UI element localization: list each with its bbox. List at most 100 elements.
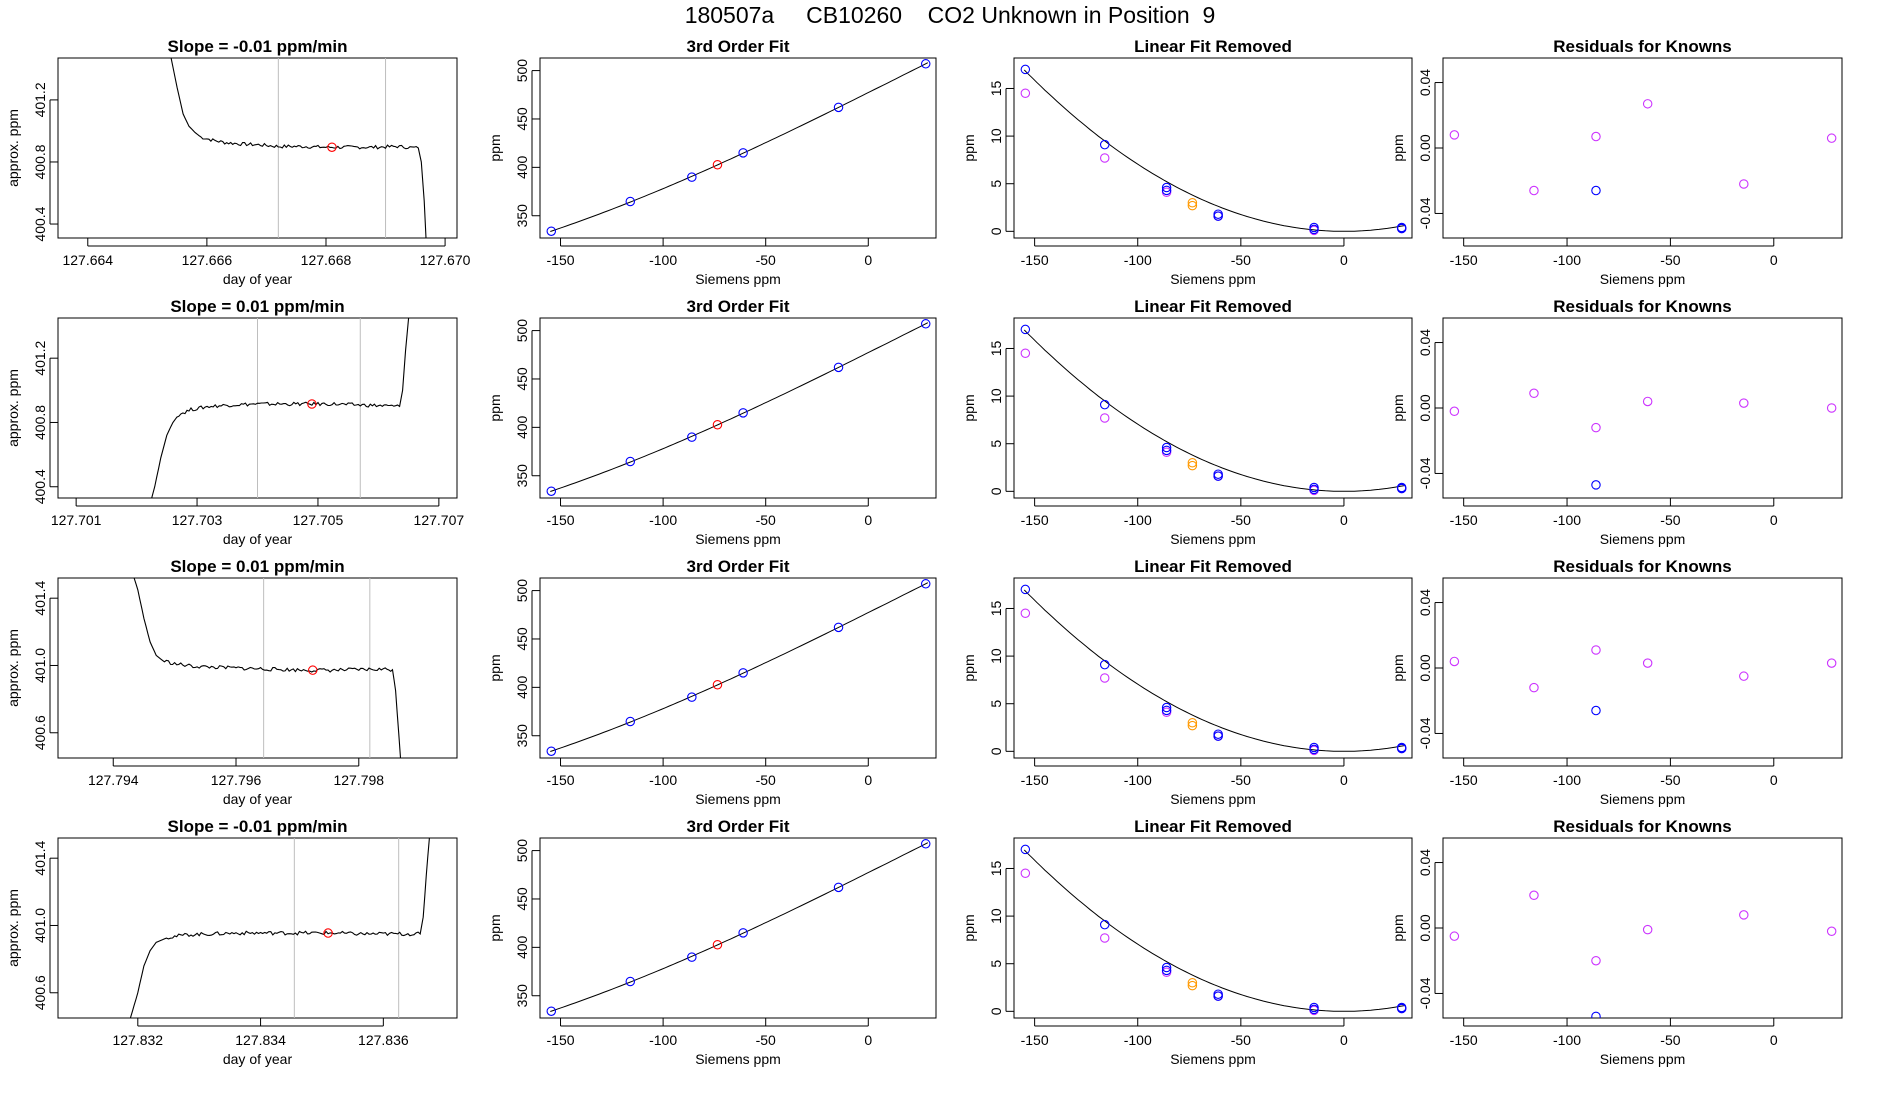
known-point — [1161, 702, 1172, 713]
unknown-offset-point — [1187, 460, 1198, 471]
x-tick-label: 0 — [864, 1032, 872, 1048]
x-tick-label: -100 — [1553, 512, 1581, 528]
plot-frame — [1013, 57, 1413, 239]
panel-r1-c2: Linear Fit Removed -150 -100 -50 0 0 5 10 15 Siem… — [961, 297, 1413, 547]
residual-point — [1529, 185, 1539, 196]
panel-title: Slope = 0.01 ppm/min — [170, 297, 344, 316]
y-tick-label: 401.0 — [32, 648, 48, 683]
y-tick-label: 5 — [988, 960, 1004, 968]
x-tick-label: -100 — [1124, 772, 1152, 788]
x-tick-label: -100 — [649, 1032, 677, 1048]
x-tick-label: -150 — [547, 772, 575, 788]
x-tick-label: 127.707 — [414, 512, 465, 528]
known-point — [546, 746, 557, 756]
known-point — [1161, 185, 1172, 196]
x-tick-label: 0 — [1770, 1032, 1778, 1048]
y-tick-label: -0.04 — [1417, 457, 1433, 489]
timeseries-line — [133, 578, 402, 758]
y-tick-label: 10 — [988, 648, 1004, 664]
residual-point — [1449, 130, 1460, 140]
known-point — [738, 408, 748, 418]
known-point — [833, 362, 844, 373]
known-point — [625, 976, 636, 987]
x-tick-label: -150 — [1450, 1032, 1478, 1048]
x-tick-label: -50 — [1660, 252, 1680, 268]
x-tick-label: 127.705 — [293, 512, 344, 528]
x-tick-label: 127.668 — [301, 252, 352, 268]
known-point — [1099, 919, 1110, 930]
residual-point — [1642, 924, 1653, 935]
known-point — [1213, 211, 1223, 221]
known-offset-point — [1099, 413, 1110, 423]
plot-frame — [1442, 317, 1843, 499]
y-axis-label: approx. ppm — [5, 109, 21, 187]
plot-area — [546, 59, 931, 236]
x-axis-label: Siemens ppm — [1170, 1051, 1256, 1067]
unknown-point — [712, 939, 723, 950]
known-point — [1020, 584, 1031, 595]
known-point — [833, 102, 844, 113]
y-tick-label: 5 — [988, 180, 1004, 188]
residual-point — [1449, 406, 1460, 417]
known-point — [1213, 729, 1223, 739]
unknown-marker — [323, 928, 333, 938]
known-offset-point — [1099, 673, 1110, 683]
timeseries-line — [151, 318, 410, 498]
plot-frame — [539, 837, 937, 1019]
known-point — [1020, 64, 1031, 75]
plot-area — [170, 58, 427, 238]
y-tick-label: 500 — [514, 59, 530, 83]
panel-r0-c2: Linear Fit Removed -150 -100 -50 0 0 5 10 15 Siem… — [961, 37, 1413, 287]
x-tick-label: -50 — [1231, 772, 1251, 788]
unknown-marker — [327, 142, 337, 152]
y-axis-label: ppm — [961, 914, 977, 941]
y-tick-label: 0.04 — [1417, 849, 1433, 876]
y-tick-label: 0.04 — [1417, 69, 1433, 96]
panel-title: Residuals for Knowns — [1553, 37, 1732, 56]
panel-title: 3rd Order Fit — [687, 557, 790, 576]
x-axis-label: day of year — [223, 791, 293, 807]
x-tick-label: 127.798 — [333, 772, 384, 788]
x-tick-label: -150 — [547, 512, 575, 528]
y-tick-label: 400 — [514, 675, 530, 699]
y-tick-label: 400 — [514, 415, 530, 439]
x-axis-label: Siemens ppm — [1170, 531, 1256, 547]
known-point — [1213, 731, 1223, 741]
known-point — [1161, 962, 1172, 973]
residual-known-point — [1591, 480, 1601, 490]
fit-curve — [550, 582, 929, 752]
residual-point — [1826, 403, 1837, 413]
y-tick-label: 400 — [514, 155, 530, 179]
residual-point — [1739, 398, 1749, 408]
panel-r3-c1: 3rd Order Fit -150 -100 -50 0 350 400 450 500 Sie… — [487, 817, 937, 1067]
known-offset-point — [1020, 348, 1031, 358]
y-axis-label: ppm — [1390, 134, 1406, 161]
known-point — [546, 226, 557, 236]
fit-curve — [550, 322, 929, 492]
residual-point — [1591, 131, 1601, 142]
panel-r3-c0: Slope = -0.01 ppm/min 127.832 127.834 127.8… — [5, 817, 458, 1067]
residual-known-point — [1591, 705, 1601, 716]
y-tick-label: 5 — [988, 440, 1004, 448]
panel-title: Linear Fit Removed — [1134, 557, 1292, 576]
x-tick-label: 127.666 — [182, 252, 233, 268]
unknown-marker — [307, 665, 318, 675]
y-tick-label: 0 — [988, 747, 1004, 755]
x-tick-label: -150 — [547, 1032, 575, 1048]
x-tick-label: -50 — [756, 252, 776, 268]
known-point — [1309, 744, 1319, 755]
unknown-marker — [307, 399, 317, 409]
x-tick-label: -100 — [1124, 512, 1152, 528]
panel-title: 3rd Order Fit — [687, 297, 790, 316]
known-point — [625, 716, 636, 727]
panel-title: Residuals for Knowns — [1553, 557, 1732, 576]
plot-frame — [539, 57, 937, 239]
x-axis-label: Siemens ppm — [695, 531, 781, 547]
known-point — [1309, 484, 1319, 495]
known-point — [1161, 705, 1172, 716]
x-tick-label: -100 — [649, 252, 677, 268]
x-tick-label: 0 — [864, 252, 872, 268]
plot-area — [546, 319, 931, 496]
y-tick-label: 350 — [514, 984, 530, 1008]
y-tick-label: 350 — [514, 724, 530, 748]
